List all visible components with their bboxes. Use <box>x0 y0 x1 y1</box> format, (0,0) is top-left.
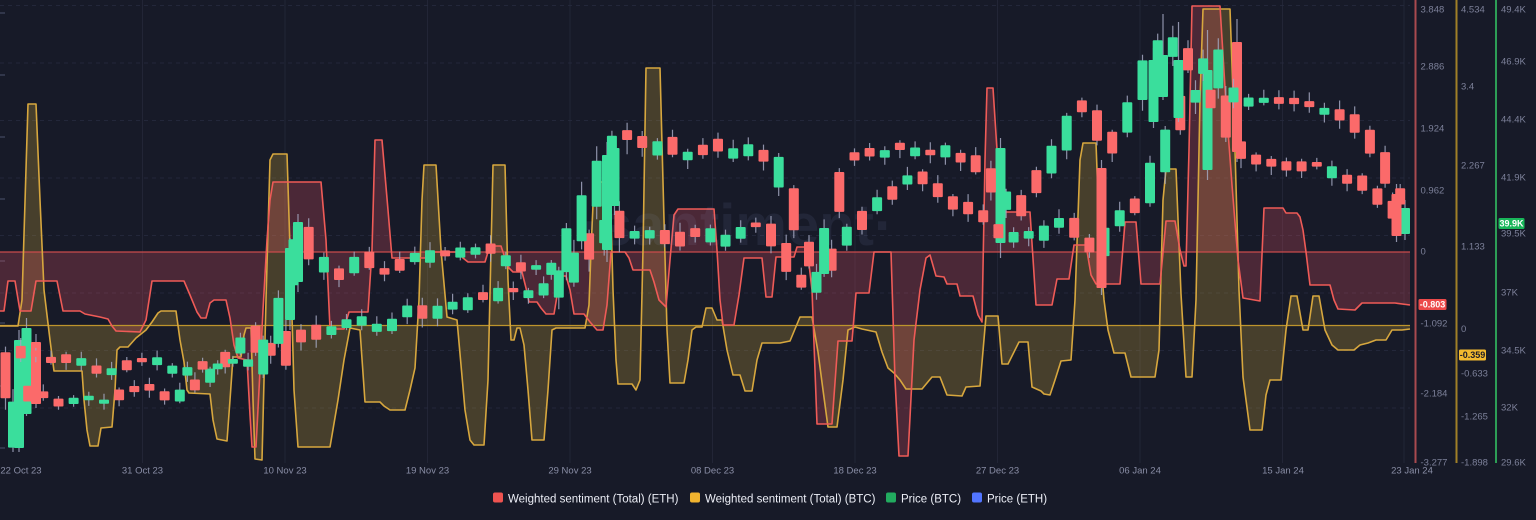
svg-text:2.267: 2.267 <box>1461 161 1485 172</box>
svg-text:34.5K: 34.5K <box>1501 346 1526 357</box>
svg-text:31 Oct 23: 31 Oct 23 <box>122 466 163 477</box>
svg-text:-0.803: -0.803 <box>1420 300 1446 310</box>
svg-text:-0.359: -0.359 <box>1460 350 1486 360</box>
svg-text:15 Jan 24: 15 Jan 24 <box>1262 466 1304 477</box>
svg-text:Price (ETH): Price (ETH) <box>987 494 1047 506</box>
svg-text:23 Jan 24: 23 Jan 24 <box>1391 466 1433 477</box>
svg-text:44.4K: 44.4K <box>1501 115 1526 126</box>
svg-text:-1.265: -1.265 <box>1461 412 1488 423</box>
svg-text:-2.184: -2.184 <box>1421 389 1448 400</box>
svg-text:08 Dec 23: 08 Dec 23 <box>691 466 734 477</box>
svg-text:4.534: 4.534 <box>1461 5 1485 16</box>
svg-text:-0.633: -0.633 <box>1461 369 1488 380</box>
svg-text:Weighted sentiment (Total) (ET: Weighted sentiment (Total) (ETH) <box>508 494 679 506</box>
svg-text:41.9K: 41.9K <box>1501 173 1526 184</box>
svg-text:29.6K: 29.6K <box>1501 458 1526 469</box>
svg-text:0: 0 <box>1461 324 1466 335</box>
svg-text:0: 0 <box>1421 247 1426 258</box>
svg-text:1.133: 1.133 <box>1461 242 1485 253</box>
svg-text:0.962: 0.962 <box>1421 186 1445 197</box>
svg-text:37K: 37K <box>1501 288 1519 299</box>
svg-text:-1.898: -1.898 <box>1461 458 1488 469</box>
svg-text:2.886: 2.886 <box>1421 62 1445 73</box>
svg-text:3.848: 3.848 <box>1421 5 1445 16</box>
svg-text:Weighted sentiment (Total) (BT: Weighted sentiment (Total) (BTC) <box>705 494 876 506</box>
svg-text:06 Jan 24: 06 Jan 24 <box>1119 466 1161 477</box>
svg-text:-3.277: -3.277 <box>1421 458 1448 469</box>
svg-text:10 Nov 23: 10 Nov 23 <box>263 466 306 477</box>
svg-text:46.9K: 46.9K <box>1501 57 1526 68</box>
svg-text:39.9K: 39.9K <box>1499 219 1524 229</box>
svg-text:29 Nov 23: 29 Nov 23 <box>548 466 591 477</box>
svg-text:39.5K: 39.5K <box>1501 229 1526 240</box>
svg-text:22 Oct 23: 22 Oct 23 <box>0 466 41 477</box>
svg-text:32K: 32K <box>1501 403 1519 414</box>
svg-text:27 Dec 23: 27 Dec 23 <box>976 466 1019 477</box>
svg-text:-1.092: -1.092 <box>1421 319 1448 330</box>
svg-text:3.4: 3.4 <box>1461 82 1474 93</box>
svg-text:19 Nov 23: 19 Nov 23 <box>406 466 449 477</box>
svg-text:49.4K: 49.4K <box>1501 5 1526 16</box>
svg-text:Price (BTC): Price (BTC) <box>901 494 961 506</box>
svg-text:1.924: 1.924 <box>1421 124 1445 135</box>
svg-text:18 Dec 23: 18 Dec 23 <box>833 466 876 477</box>
